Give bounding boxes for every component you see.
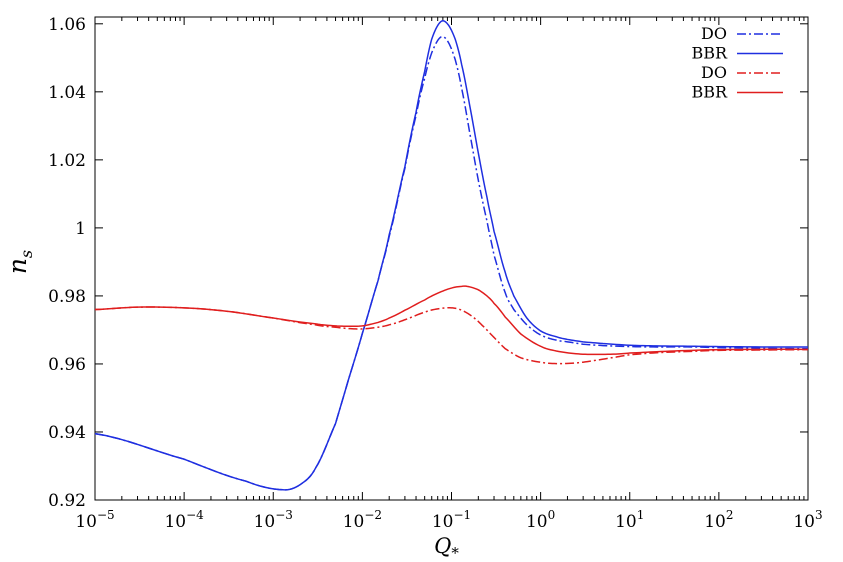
axes: 10−5 10−4 10−3 10−2 10−1 100 101 102 103 0.92 0.94…	[48, 15, 823, 532]
series-line-3	[94, 306, 809, 365]
y-axis-title: ns	[3, 250, 36, 274]
y-tick-label: 1	[75, 219, 86, 239]
x-tick-label: 10−5	[75, 508, 114, 532]
x-tick-label: 10−1	[432, 508, 471, 532]
x-tick-label: 10−4	[164, 508, 204, 532]
series-line-4	[94, 285, 808, 356]
y-tick-label: 1.02	[48, 151, 86, 171]
legend-label: DO	[701, 63, 727, 82]
y-tick-label: 1.04	[48, 83, 86, 103]
x-tick-label: 101	[615, 508, 644, 532]
legend-label: BBR	[691, 44, 728, 63]
x-tick-label: 100	[526, 508, 555, 532]
series-line-1	[94, 35, 809, 491]
legend-label: DO	[701, 24, 727, 43]
x-tick-label: 103	[793, 508, 822, 532]
x-tick-label: 10−2	[343, 508, 382, 532]
axis-labels: Q* ns	[3, 250, 459, 562]
x-tick-label: 10−3	[254, 508, 293, 532]
series-layer	[94, 20, 809, 491]
legend-label: BBR	[691, 83, 728, 102]
y-tick-label: 0.94	[48, 423, 86, 443]
series-line-2	[94, 20, 808, 491]
y-tick-label: 0.96	[48, 355, 86, 375]
x-tick-label: 102	[704, 508, 733, 532]
y-tick-label: 0.92	[48, 491, 86, 511]
y-tick-label: 1.06	[48, 15, 86, 35]
y-tick-label: 0.98	[48, 287, 86, 307]
x-axis-title: Q*	[434, 534, 459, 562]
